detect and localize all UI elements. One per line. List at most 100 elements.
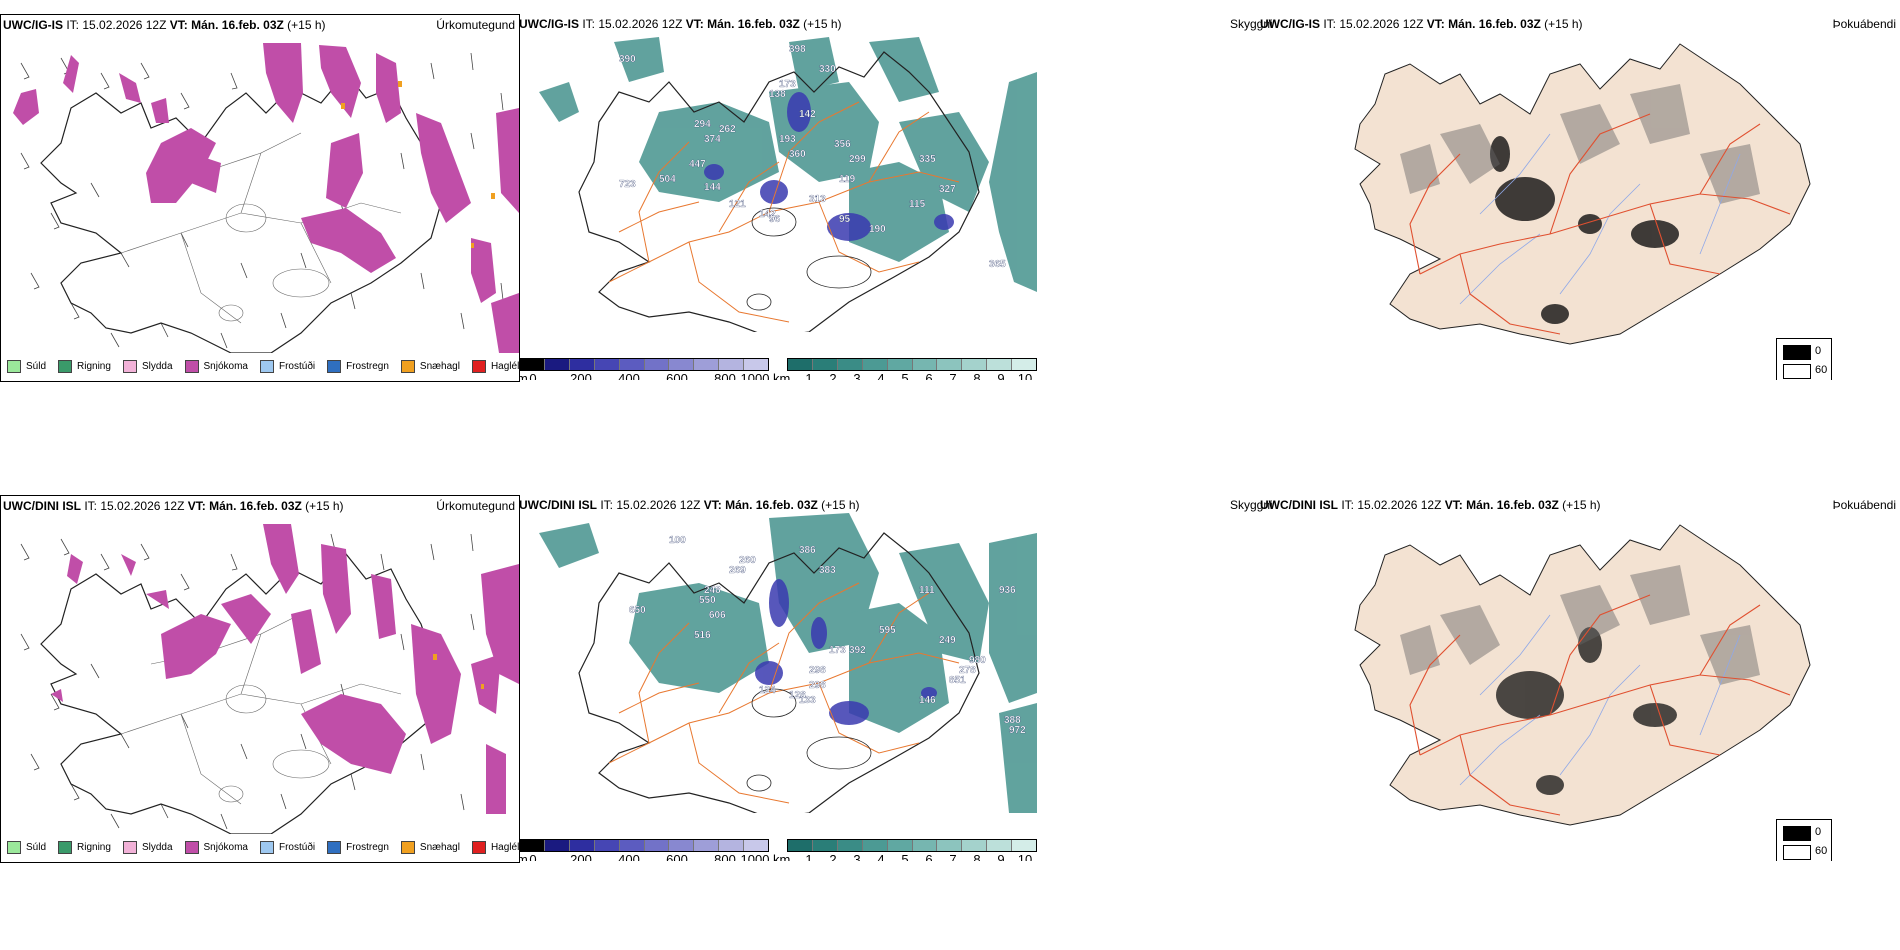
it-label: IT: (600, 498, 614, 512)
legend-label: Haglél (490, 842, 520, 853)
iceland-coastline (40, 72, 442, 353)
cloud-base-label: 138 (769, 89, 786, 100)
tick-label: 600 (666, 852, 688, 861)
lead-time: (+15 h) (305, 499, 344, 513)
cloud-base-label: 936 (999, 585, 1016, 596)
panel-title: UWC/DINI ISL IT: 15.02.2026 12Z VT: Mán.… (3, 499, 344, 513)
colorbar-ticks: 1 2 3 4 5 6 7 8 9 10 (787, 371, 1035, 380)
panel-name: Úrkomutegund (436, 18, 515, 32)
tick-label: 3 (853, 852, 861, 861)
precip-type-legend: Súld Rigning Slydda Snjókoma Frostúði Fr… (7, 841, 520, 854)
cloud-base-label: 365 (989, 259, 1006, 270)
cloud-base-label: 190 (869, 224, 886, 235)
legend-item: Frostúði (259, 360, 315, 373)
cloud-base-label: 173 (829, 645, 846, 656)
it-label: IT: (66, 18, 80, 32)
roads (1409, 113, 1791, 335)
tick-label: 600 (666, 371, 688, 380)
legend-item: Frostregn (327, 841, 389, 854)
legend-item: Snæhagl (400, 360, 460, 373)
panel-title: UWC/DINI ISL IT: 15.02.2026 12Z VT: Mán.… (1260, 498, 1601, 512)
tick-label: 4 (877, 852, 885, 861)
panel-name: Skyggni (1230, 17, 1273, 31)
cloud-base-label: 595 (879, 625, 896, 636)
legend-label: Frostregn (346, 361, 389, 372)
legend-item: Frostúði (259, 841, 316, 854)
cloud-base-label: 111 (919, 585, 935, 596)
cloud-base-label: 119 (839, 174, 856, 185)
it-value: 15.02.2026 12Z (616, 498, 701, 512)
model-name: UWC/IG-IS (1260, 17, 1320, 31)
cloud-base-label: 133 (799, 695, 816, 706)
ice-pellet-spots (341, 81, 495, 248)
cloud-base-label: 388 (1004, 715, 1021, 726)
legend-swatch (184, 841, 199, 854)
legend-swatch (184, 360, 199, 373)
legend-item: Súld (7, 360, 46, 373)
legend-swatch (122, 841, 137, 854)
model-name: UWC/DINI ISL (3, 499, 81, 513)
cloud-base-label: 374 (704, 134, 721, 145)
cloud-base-label: 327 (939, 184, 956, 195)
colorbar-ticks: 0 200 400 600 800 1000 (519, 371, 769, 380)
fog-grey-areas (1400, 565, 1760, 685)
vt-value: Mán. 16.feb. 03Z (209, 499, 302, 513)
tick-label: 1 (805, 371, 813, 380)
it-label: IT: (582, 17, 596, 31)
cloud-base-label: 278 (959, 665, 976, 676)
fog-legend: 0 60 (1776, 338, 1832, 380)
legend-item: Rigning (58, 841, 111, 854)
lead-time: (+15 h) (803, 17, 842, 31)
model-name: UWC/DINI ISL (1260, 498, 1338, 512)
vt-label: VT: (169, 18, 188, 32)
tick-label: 0 (529, 371, 537, 380)
tick-label: 0 (529, 852, 537, 861)
legend-swatch (400, 360, 415, 373)
cloud-panel-bottom: UWC/DINI ISL IT: 15.02.2026 12Z VT: Mán.… (519, 495, 1037, 861)
legend-swatch (259, 841, 274, 854)
cloud-base-label: 398 (789, 44, 806, 55)
it-label: IT: (84, 499, 98, 513)
it-label: IT: (1341, 498, 1355, 512)
cloud-base-label: 360 (789, 149, 806, 160)
cloud-base-label: 447 (689, 159, 706, 170)
cloud-base-label: 269 (729, 565, 746, 576)
legend-label: Rigning (77, 361, 111, 372)
fog-legend-low: 60 (1815, 364, 1828, 376)
fog-grey-areas (1400, 84, 1760, 204)
precip-type-panel-bottom: UWC/DINI ISL IT: 15.02.2026 12Z VT: Mán.… (0, 495, 520, 863)
tick-label: 5 (901, 371, 909, 380)
internal-lines (120, 132, 402, 324)
tick-label: 5 (901, 852, 909, 861)
legend-item: Snæhagl (400, 841, 460, 854)
legend-swatch (122, 360, 137, 373)
road-network (608, 101, 960, 323)
cloud-base-label: 504 (659, 174, 676, 185)
lead-time: (+15 h) (287, 18, 326, 32)
tick-label: 200 (570, 852, 592, 861)
legend-item: Súld (7, 841, 46, 854)
visibility-areas (539, 513, 1037, 813)
cloud-base-label: 294 (694, 119, 711, 130)
tick-label: 2 (829, 371, 837, 380)
glacier-outlines (746, 688, 872, 792)
vt-value: Mán. 16.feb. 03Z (191, 18, 284, 32)
cloud-base-label: 128 (789, 690, 806, 701)
tick-label: 9 (997, 852, 1005, 861)
cloud-base-label: 650 (629, 605, 646, 616)
legend-label: Súld (26, 842, 47, 853)
fog-panel-top: UWC/IG-IS IT: 15.02.2026 12Z VT: Mán. 16… (1260, 14, 1900, 380)
tick-label: 8 (973, 852, 981, 861)
cloud-base-label: 723 (619, 179, 636, 190)
legend-item: Slydda (122, 360, 173, 373)
vt-value: Mán. 16.feb. 03Z (1466, 498, 1559, 512)
vt-value: Mán. 16.feb. 03Z (725, 498, 818, 512)
lead-time: (+15 h) (1544, 17, 1583, 31)
it-value: 15.02.2026 12Z (82, 18, 167, 32)
wind-barbs (20, 52, 504, 349)
legend-label: Rigning (77, 842, 111, 853)
legend-label: Slydda (141, 361, 173, 372)
legend-label: Frostúði (278, 842, 316, 853)
cloud-panel-top: UWC/IG-IS IT: 15.02.2026 12Z VT: Mán. 16… (519, 14, 1037, 380)
